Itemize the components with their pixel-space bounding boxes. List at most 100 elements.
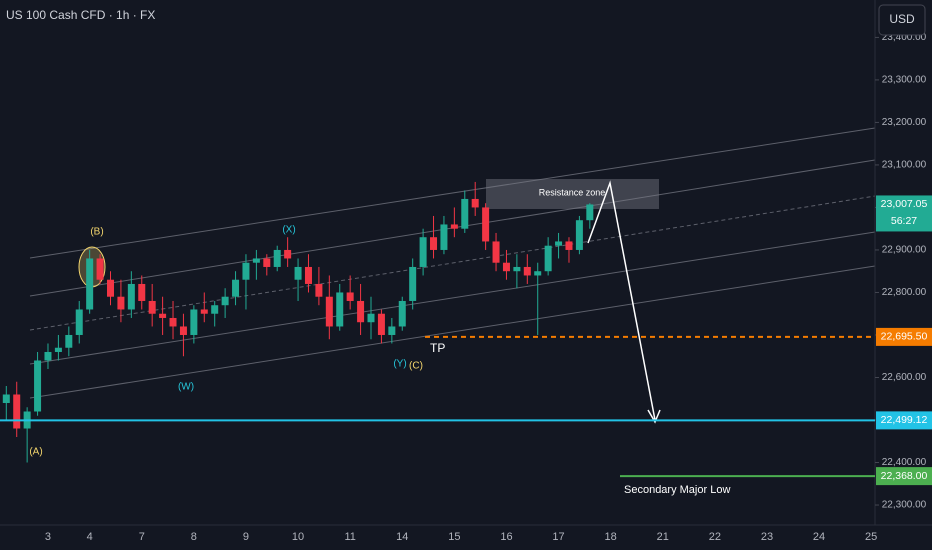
candle-body (44, 351, 52, 361)
candle-body (159, 313, 167, 318)
candle-body (211, 305, 219, 314)
arrow-head (647, 409, 661, 424)
x-tick-label: 10 (292, 531, 304, 543)
candle-body (450, 224, 458, 229)
x-tick-label: 7 (139, 531, 145, 543)
x-tick-label: 11 (344, 531, 355, 543)
candle-body (586, 204, 594, 221)
candle-body (398, 300, 406, 327)
x-tick-label: 4 (87, 531, 93, 543)
chart-title: US 100 Cash CFD · 1h · FX (6, 8, 155, 22)
candle-body (555, 241, 563, 246)
candle-body (388, 326, 396, 335)
x-tick-label: 21 (657, 531, 669, 543)
candle-body (409, 266, 417, 301)
candle-body (96, 258, 104, 280)
level-price-box (876, 467, 932, 486)
candle-body (523, 266, 531, 276)
currency-label[interactable]: USD (889, 12, 915, 26)
level-price-label: 22,368.00 (881, 470, 928, 482)
annotation: (B) (90, 227, 103, 238)
last-price-label: 23,007.05 (881, 198, 928, 210)
content: 23,400.00 23,300.00 23,200.00 23,100.00 23,0… (0, 32, 932, 543)
candle-body (440, 224, 448, 250)
candle-body (200, 309, 208, 314)
candle-body (284, 249, 292, 259)
candle-body (169, 317, 177, 327)
candle-body (117, 296, 125, 310)
channel-line (29, 231, 876, 365)
x-tick-label: 24 (813, 531, 825, 543)
candle-body (242, 262, 250, 280)
candle-body (190, 309, 198, 335)
candle-body (430, 237, 438, 250)
currency-button[interactable] (878, 4, 926, 36)
candle-body (54, 347, 62, 352)
annotation: (X) (282, 225, 295, 236)
x-tick-label: 25 (865, 531, 877, 543)
x-tick-label: 22 (709, 531, 721, 543)
candle-body (34, 360, 42, 412)
candle-body (336, 292, 344, 327)
channel-line (29, 265, 876, 399)
candle-body (315, 283, 323, 297)
candle-body (232, 279, 240, 297)
level-price-label: 22,695.50 (881, 331, 928, 343)
candle-body (273, 249, 281, 267)
candle-body (179, 326, 187, 335)
countdown-label: 56:27 (891, 215, 917, 227)
candle-body (2, 394, 10, 403)
candle-body (148, 300, 156, 314)
candle-body (482, 207, 490, 242)
candle-body (419, 237, 427, 267)
candle-body (471, 198, 479, 208)
y-tick-label: 22,300.00 (882, 500, 927, 511)
y-tick-label: 23,400.00 (882, 32, 927, 43)
x-tick-label: 16 (500, 531, 512, 543)
y-tick-label: 22,900.00 (882, 245, 927, 256)
level-price-box (876, 411, 932, 430)
x-tick-label: 8 (191, 531, 197, 543)
y-tick-label: 23,100.00 (882, 160, 927, 171)
candle-body (86, 258, 94, 310)
candle-body (65, 334, 73, 348)
y-tick-label: 23,300.00 (882, 75, 927, 86)
annotation: TP (430, 341, 445, 355)
annotation: Secondary Major Low (624, 484, 730, 496)
candle-body (513, 266, 521, 272)
x-tick-label: 23 (761, 531, 773, 543)
candle-body (221, 296, 229, 306)
y-tick-label: 23,200.00 (882, 117, 927, 128)
candle-body (565, 241, 573, 250)
candle-body (75, 309, 83, 335)
candle-body (107, 279, 114, 297)
x-tick-label: 17 (552, 531, 564, 543)
candle-body (127, 283, 135, 310)
x-tick-label: 18 (605, 531, 617, 543)
candle-body (138, 283, 146, 301)
candle-body (492, 241, 500, 263)
candle-body (263, 258, 271, 267)
annotation: Resistance zone (539, 187, 606, 197)
y-tick-label: 22,800.00 (882, 287, 927, 298)
candle-body (575, 220, 583, 250)
candle-body (325, 296, 333, 327)
candle-body (304, 266, 312, 284)
candle-body (346, 292, 354, 301)
channel-line (29, 127, 876, 259)
x-tick-label: 15 (448, 531, 460, 543)
resistance-zone (486, 179, 659, 209)
candle-body (461, 198, 469, 229)
y-tick-label: 22,600.00 (882, 372, 927, 383)
candle-body (252, 258, 260, 263)
candle-body (294, 266, 302, 280)
last-price-box (876, 195, 932, 232)
x-tick-label: 14 (396, 531, 408, 543)
candle-body (502, 262, 510, 272)
channel-lines (29, 127, 876, 399)
candle-body (13, 394, 21, 429)
candle-body (377, 313, 385, 335)
projection-arrow (587, 180, 656, 421)
